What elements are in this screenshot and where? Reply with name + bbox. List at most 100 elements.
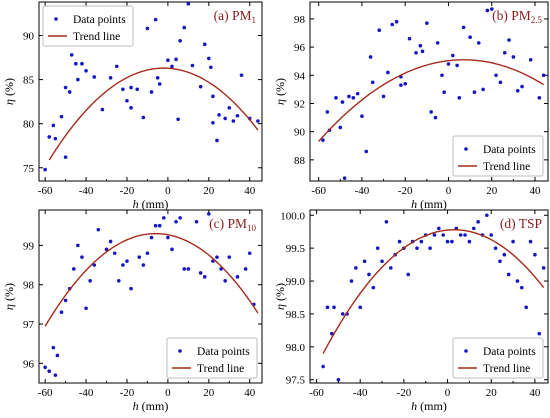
- y-tick-label: 99: [23, 240, 35, 252]
- legend-label-points: Data points: [483, 144, 536, 156]
- data-point: [178, 38, 182, 43]
- data-point: [340, 312, 345, 316]
- y-axis-unit: (%): [273, 78, 287, 96]
- y-tick-label: 98: [23, 280, 35, 292]
- legend-label-points: Data points: [197, 346, 250, 358]
- x-tick-label: 20: [486, 185, 498, 197]
- legend: Data points Trend line: [42, 5, 134, 47]
- y-tick-label: 92: [294, 98, 305, 110]
- data-point: [429, 110, 433, 114]
- data-point: [129, 286, 133, 291]
- data-point: [47, 135, 52, 139]
- data-point: [445, 239, 450, 244]
- data-point: [381, 94, 386, 99]
- legend-label-trend: Trend line: [197, 363, 244, 375]
- y-axis-unit: (%): [2, 78, 16, 96]
- x-axis-title: h (mm): [133, 399, 169, 413]
- data-point: [541, 266, 546, 270]
- plot-frame: [309, 1, 549, 182]
- data-point: [92, 75, 97, 79]
- data-point: [461, 25, 466, 30]
- x-tick-label: -40: [355, 185, 370, 197]
- y-tick-label: 75: [23, 163, 35, 175]
- data-point: [231, 119, 236, 123]
- data-point: [157, 82, 162, 86]
- data-point: [209, 65, 213, 70]
- data-point: [354, 266, 358, 270]
- data-point: [63, 298, 68, 303]
- data-point: [63, 85, 68, 90]
- data-point: [207, 56, 211, 61]
- data-point: [433, 115, 438, 120]
- x-axis-var: h: [411, 399, 417, 413]
- data-point: [121, 87, 125, 92]
- x-axis-title: h (mm): [411, 197, 447, 211]
- y-tick-label: 94: [294, 70, 306, 82]
- data-point: [358, 305, 363, 310]
- data-point: [207, 212, 211, 216]
- legend-label-trend: Trend line: [483, 161, 530, 173]
- data-point: [190, 63, 195, 68]
- x-tick-label: -40: [79, 387, 94, 399]
- data-point: [135, 87, 140, 92]
- data-point: [211, 94, 215, 99]
- data-point: [223, 278, 227, 283]
- data-point: [511, 239, 515, 244]
- plot-frame: [38, 209, 263, 384]
- data-point: [69, 53, 74, 57]
- y-tick-label: 90: [294, 127, 306, 139]
- x-tick-label: -60: [38, 185, 53, 197]
- data-point: [384, 220, 389, 224]
- data-point: [116, 278, 121, 283]
- data-point: [367, 272, 371, 277]
- data-point: [418, 43, 423, 48]
- plot-frame: [309, 209, 549, 384]
- plot-frame: [38, 1, 263, 182]
- data-point: [494, 73, 498, 78]
- data-point: [59, 310, 64, 315]
- x-axis-var: h: [133, 197, 139, 211]
- y-axis-title: η (%): [273, 78, 287, 105]
- y-tick-label: 100.0: [280, 210, 305, 222]
- panel-title: (c) PM10: [209, 216, 256, 233]
- data-point: [377, 28, 382, 32]
- y-tick-label: 98.5: [286, 309, 306, 321]
- chart-panel-3: -60 -40 -20 0 20 40 96 97 98 99 h (mm) η (%) (c) PM1…: [2, 209, 263, 413]
- data-point: [104, 247, 109, 252]
- data-point: [155, 76, 160, 80]
- data-point: [141, 115, 146, 120]
- chart-panel-2: -60 -40 -20 0 20 40 88 90 92 94 96 98 h (mm) η (%) (b)…: [273, 1, 549, 211]
- data-point: [227, 255, 232, 259]
- data-point: [137, 255, 142, 259]
- data-point: [502, 50, 507, 55]
- data-point: [390, 22, 395, 27]
- data-point: [235, 113, 240, 118]
- data-point: [112, 251, 117, 256]
- data-point: [55, 353, 60, 358]
- data-point: [334, 96, 338, 100]
- y-axis-title: η (%): [2, 78, 16, 105]
- y-tick-label: 99.0: [286, 276, 306, 288]
- data-point: [451, 53, 455, 58]
- legend-point-marker: [54, 17, 58, 21]
- data-point: [100, 107, 105, 112]
- legend-point-marker: [178, 349, 182, 353]
- data-point: [420, 49, 425, 54]
- data-point: [84, 68, 88, 73]
- data-point: [520, 84, 524, 89]
- data-point: [219, 267, 223, 271]
- data-point: [215, 138, 219, 143]
- data-point: [47, 369, 52, 374]
- data-point: [256, 119, 260, 123]
- y-tick-label: 97: [23, 319, 35, 331]
- x-tick-label: -20: [397, 387, 412, 399]
- data-point: [541, 73, 546, 78]
- y-tick-label: 96: [23, 358, 35, 370]
- data-point: [347, 94, 351, 99]
- x-tick-label: -20: [120, 185, 135, 197]
- data-point: [235, 275, 240, 279]
- data-point: [129, 85, 133, 90]
- data-point: [153, 17, 158, 22]
- data-point: [485, 8, 490, 13]
